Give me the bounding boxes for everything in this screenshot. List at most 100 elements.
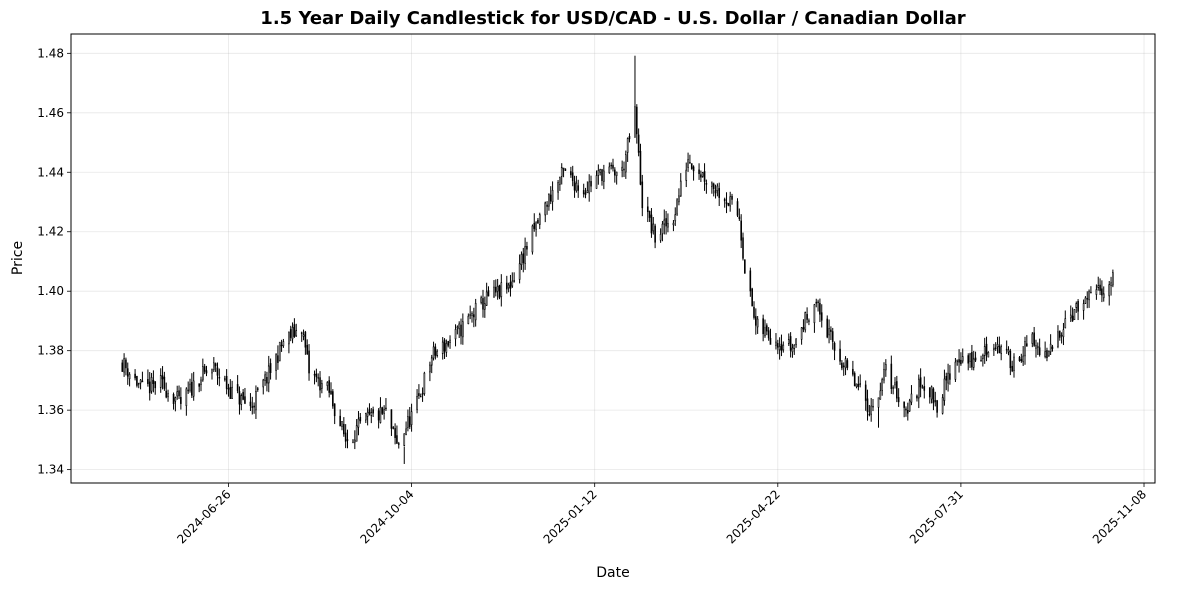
y-axis-label: Price (10, 241, 26, 275)
candle-body (712, 183, 715, 189)
candle-body (280, 344, 283, 347)
candle-body (306, 344, 309, 355)
candle-body (941, 397, 944, 414)
candle-body (344, 432, 347, 442)
candle-body (236, 384, 239, 391)
candle-body (317, 377, 319, 379)
candle-body (846, 360, 849, 368)
candle-body (136, 375, 138, 386)
candle-body (214, 363, 217, 367)
candle-body (123, 358, 125, 373)
candle-body (278, 341, 281, 362)
candle-body (1018, 357, 1021, 361)
candle-body (507, 284, 510, 289)
plot-area-frame (70, 33, 1156, 484)
candle-body (1095, 289, 1098, 295)
candle-body (648, 210, 651, 218)
candle-body (213, 362, 215, 371)
candle-body (698, 169, 700, 175)
candle-body (804, 311, 807, 331)
candle-body (354, 439, 356, 443)
candle-body (1099, 284, 1101, 291)
candle-body (877, 397, 880, 408)
candle-body (321, 383, 323, 389)
candle-body (1086, 298, 1089, 300)
candle-body (537, 219, 539, 224)
candle-body (1044, 351, 1046, 357)
candle-body (126, 368, 129, 377)
candle-body (652, 223, 655, 232)
candle-body (441, 341, 444, 354)
candle-body (793, 344, 796, 349)
candle-body (817, 301, 819, 303)
candle-body (304, 331, 307, 348)
candle-body (390, 409, 393, 429)
candle-body (714, 190, 717, 194)
candle-body (608, 166, 611, 174)
candle-body (621, 166, 623, 171)
candle-body (639, 150, 642, 185)
y-tick-label: 1.46 (37, 106, 64, 120)
candle-body (328, 380, 330, 393)
candle-body (121, 362, 124, 372)
candle-body (346, 439, 349, 441)
candle-body (689, 161, 691, 164)
candle-body (1082, 303, 1085, 311)
candle-body (987, 352, 990, 358)
candle-body (473, 314, 475, 318)
candle-body (749, 270, 752, 292)
candle-body (368, 409, 371, 414)
candle-body (551, 189, 554, 203)
candle-body (679, 180, 682, 197)
candle-body (147, 379, 149, 384)
x-tick-label: 2025-04-22 (724, 487, 783, 546)
candle-body (690, 163, 693, 169)
candle-body (930, 386, 933, 400)
candle-body (701, 172, 704, 177)
candle-body (782, 344, 785, 351)
candle-body (852, 368, 854, 375)
candle-body (392, 427, 395, 429)
candle-body (787, 339, 790, 344)
candle-body (1090, 291, 1092, 294)
candle-body (1088, 290, 1090, 301)
candle-body (434, 346, 437, 356)
candle-body (776, 343, 779, 348)
grid (71, 34, 1155, 483)
candle-body (288, 331, 290, 345)
candle-body (560, 167, 563, 177)
candle-body (231, 386, 233, 399)
candle-body (332, 391, 334, 407)
candle-body (868, 413, 871, 416)
candle-body (661, 223, 664, 234)
candle-body (330, 390, 332, 395)
candle-body (319, 377, 321, 391)
candle-body (571, 172, 574, 182)
candle-body (300, 332, 303, 334)
candle-body (163, 376, 166, 389)
candle-body (394, 428, 396, 438)
candle-body (200, 379, 202, 385)
candle-body (716, 185, 719, 191)
candle-body (419, 395, 422, 398)
candle-body (755, 316, 757, 326)
candle-body (366, 411, 369, 417)
candle-body (885, 364, 887, 371)
candle-body (1071, 315, 1074, 322)
candle-body (738, 216, 741, 220)
candle-body (482, 298, 484, 310)
candle-body (894, 382, 896, 386)
candle-body (705, 183, 708, 185)
candle-body (293, 324, 296, 337)
candle-body (484, 303, 486, 310)
candle-body (731, 195, 733, 200)
candle-body (295, 330, 298, 337)
candle-body (650, 214, 653, 234)
candle-body (905, 408, 907, 411)
candle-body (919, 377, 922, 388)
candle-body (467, 315, 470, 325)
candle-body (355, 425, 358, 442)
candle-body (1005, 348, 1008, 351)
candle-body (1084, 297, 1087, 304)
candle-body (462, 321, 464, 338)
